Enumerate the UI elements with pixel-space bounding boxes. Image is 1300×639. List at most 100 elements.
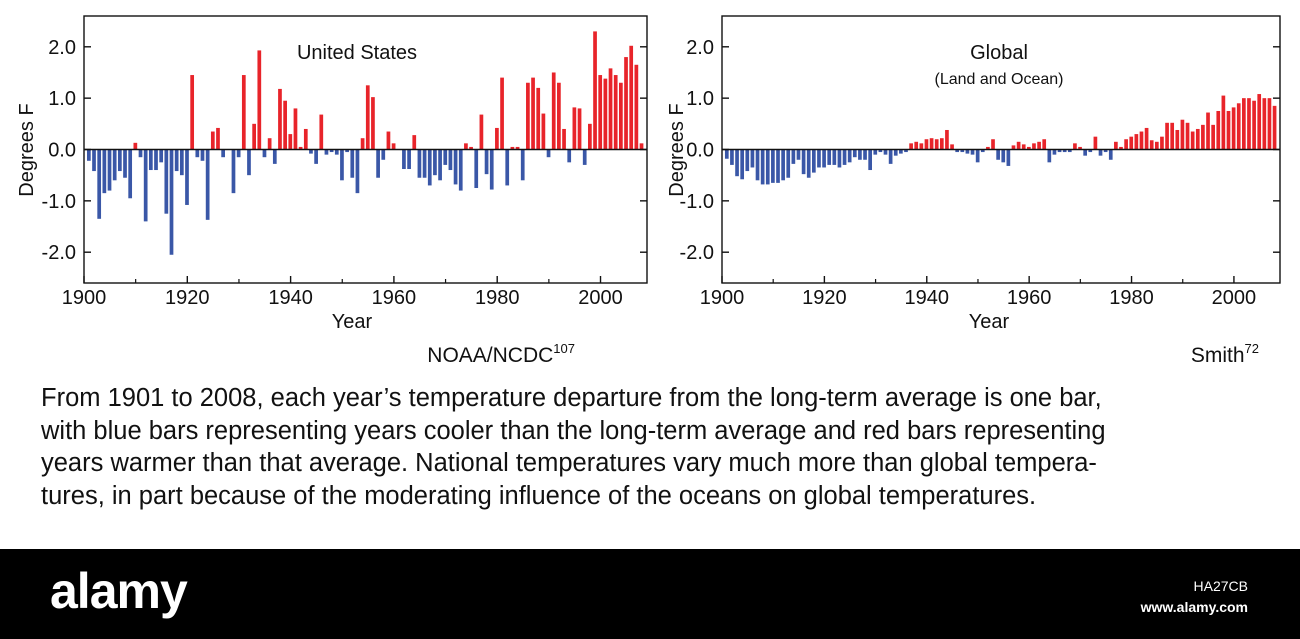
bar-1956 xyxy=(1006,149,1011,166)
bar-1920 xyxy=(185,149,189,205)
bar-1989 xyxy=(1175,129,1180,150)
bar-1989 xyxy=(541,113,546,150)
bar-1997 xyxy=(1216,110,1221,150)
bar-1966 xyxy=(422,149,427,178)
source-name: Smith xyxy=(1191,344,1245,367)
bar-series-us xyxy=(86,31,644,255)
y-tick-label: -1.0 xyxy=(42,191,76,213)
bar-1905 xyxy=(107,149,112,191)
bar-1927 xyxy=(858,149,862,160)
bar-1949 xyxy=(334,149,339,155)
bar-1983 xyxy=(1144,127,1149,150)
bar-1974 xyxy=(1098,149,1103,156)
bar-1992 xyxy=(1190,131,1195,150)
bar-1960 xyxy=(391,143,396,150)
chart-global: 2.0 1.0 0.0 -1.0 -2.0 1900 1920 1940 1960 1980 20… xyxy=(666,15,1281,367)
bar-1918 xyxy=(174,149,179,172)
x-tick-label: 1960 xyxy=(1007,287,1052,309)
bar-1965 xyxy=(417,149,422,178)
bar-1904 xyxy=(102,149,107,194)
bar-1939 xyxy=(919,143,924,150)
bar-1938 xyxy=(914,141,919,150)
bar-1958 xyxy=(381,149,386,160)
bar-1919 xyxy=(817,149,821,168)
bar-1908 xyxy=(123,149,127,178)
bar-1926 xyxy=(852,149,857,158)
bar-1979 xyxy=(1124,139,1128,150)
bar-1961 xyxy=(1032,143,1036,150)
source-name: NOAA/NCDC xyxy=(427,344,553,367)
x-axis-label: Year xyxy=(969,311,1010,333)
bar-2005 xyxy=(1257,94,1262,150)
bar-1982 xyxy=(505,149,510,186)
bar-1975 xyxy=(469,146,473,150)
bar-1932 xyxy=(883,149,888,155)
bar-1947 xyxy=(324,149,329,155)
bar-1957 xyxy=(1011,145,1016,150)
y-tick-label: 2.0 xyxy=(48,37,76,59)
bar-1942 xyxy=(934,139,939,150)
bar-2002 xyxy=(1242,98,1246,150)
bar-1996 xyxy=(1211,124,1215,150)
bar-1931 xyxy=(241,75,246,150)
bar-1987 xyxy=(531,77,535,150)
bar-1944 xyxy=(309,149,313,154)
bar-1962 xyxy=(402,149,406,170)
bar-1975 xyxy=(1103,149,1108,153)
x-axis: 1900 1920 1940 1960 1980 2000 xyxy=(700,276,1256,309)
bar-1936 xyxy=(904,149,908,153)
bar-1992 xyxy=(557,82,561,150)
bar-1945 xyxy=(950,144,954,150)
bar-1973 xyxy=(1093,136,1098,150)
bar-2002 xyxy=(608,68,613,150)
caption-line: with blue bars representing years cooler… xyxy=(41,416,1106,445)
bar-1907 xyxy=(117,149,122,172)
bar-1937 xyxy=(272,149,277,164)
bar-1929 xyxy=(868,149,872,171)
x-tick-label: 1900 xyxy=(700,287,745,309)
bar-1953 xyxy=(355,149,360,194)
bar-1941 xyxy=(293,108,298,150)
bar-1994 xyxy=(567,149,572,163)
bar-1965 xyxy=(1052,149,1057,155)
bar-1995 xyxy=(572,107,577,150)
y-tick-label: 0.0 xyxy=(686,140,714,162)
source-citation: Smith72 xyxy=(1191,341,1259,367)
bar-1959 xyxy=(1021,144,1026,150)
bar-1925 xyxy=(847,149,852,163)
bar-1951 xyxy=(345,149,349,153)
bar-1946 xyxy=(319,114,324,150)
bar-1995 xyxy=(1206,112,1210,150)
x-axis-label: Year xyxy=(332,311,373,333)
bar-1921 xyxy=(827,149,832,165)
bar-1966 xyxy=(1057,149,1062,153)
bar-1991 xyxy=(551,72,556,150)
bar-2001 xyxy=(603,78,608,150)
bar-1928 xyxy=(863,149,867,160)
bar-1954 xyxy=(996,149,1000,160)
bar-1968 xyxy=(1067,149,1072,153)
bar-1970 xyxy=(443,149,448,165)
bar-1930 xyxy=(873,149,878,155)
bar-1973 xyxy=(458,149,463,191)
x-tick-label: 1900 xyxy=(62,287,107,309)
bar-1913 xyxy=(786,149,791,178)
bar-1957 xyxy=(376,149,380,178)
bar-1934 xyxy=(893,149,898,156)
bar-1948 xyxy=(329,149,334,153)
bar-1916 xyxy=(164,149,169,214)
bar-1940 xyxy=(924,139,929,150)
bar-1902 xyxy=(92,149,96,172)
source-ref: 72 xyxy=(1245,341,1259,356)
watermark-bar: alamy HA27CB www.alamy.com xyxy=(0,549,1300,639)
caption-line: From 1901 to 2008, each year’s temperatu… xyxy=(41,384,1102,412)
y-axis-label: Degrees F xyxy=(16,103,38,196)
bar-1943 xyxy=(303,128,308,150)
bar-1901 xyxy=(86,149,91,161)
y-tick-label: 1.0 xyxy=(686,88,714,110)
bar-1933 xyxy=(252,123,256,150)
bar-2003 xyxy=(1247,98,1251,150)
chart-title: Global xyxy=(970,42,1028,64)
bar-1941 xyxy=(929,138,934,150)
bar-1953 xyxy=(991,139,995,150)
